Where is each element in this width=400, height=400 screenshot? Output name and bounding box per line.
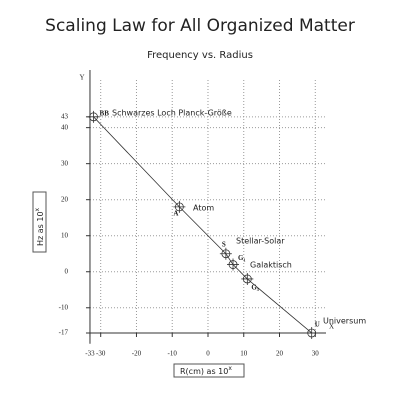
annotation: Galaktisch <box>250 261 292 270</box>
y-tick-label: -17 <box>59 329 69 337</box>
point-cross <box>227 258 240 271</box>
x-tick-label: -10 <box>168 350 178 358</box>
x-label-box <box>173 363 245 378</box>
x-tick-label: 20 <box>276 350 284 358</box>
point-cross <box>173 200 186 213</box>
y-tick-label: 20 <box>61 195 69 203</box>
x-label-text: R(cm) as 10 <box>180 367 228 376</box>
point-label: G₃ <box>251 284 259 292</box>
point-label: S <box>222 240 226 248</box>
y-label-box <box>32 191 47 253</box>
x-label-exp: x <box>228 365 232 372</box>
y-label: Hz as 10x <box>34 207 45 246</box>
annotation: Stellar-Solar <box>236 237 285 246</box>
point-cross <box>305 326 318 339</box>
y-tick-label: 40 <box>61 123 69 131</box>
x-tick-label: 10 <box>240 350 248 358</box>
x-tick-label: -30 <box>96 350 106 358</box>
x-label: R(cm) as 10x <box>180 365 232 376</box>
chart-subtitle: Frequency vs. Radius <box>147 50 253 61</box>
x-tick-label: -33 <box>85 350 95 358</box>
x-tick-label: 0 <box>206 350 210 358</box>
point-label: A <box>173 210 178 218</box>
x-axis-label: R(cm) as 10x <box>173 363 245 378</box>
x-axis-name: X <box>329 323 334 331</box>
point-cross <box>87 110 100 123</box>
annotation: Schwarzes Loch Planck-Größe <box>112 109 232 118</box>
point-label: U <box>315 321 320 329</box>
point-cross <box>241 272 254 285</box>
y-tick-label: -10 <box>59 303 69 311</box>
series-line <box>93 116 312 334</box>
x-tick-label: 30 <box>312 350 320 358</box>
point-cross <box>219 247 232 260</box>
y-axis-label: Hz as 10x <box>32 191 47 253</box>
y-label-exp: x <box>34 207 41 211</box>
y-tick-label: 10 <box>61 231 69 239</box>
y-axis-name: Y <box>79 74 84 82</box>
y-tick-label: 0 <box>65 267 69 275</box>
y-label-text: Hz as 10 <box>36 211 45 246</box>
point-label: G₁ <box>238 254 246 262</box>
y-tick-label: 43 <box>61 112 69 120</box>
point-label: BB <box>100 109 110 117</box>
y-tick-label: 30 <box>61 159 69 167</box>
x-tick-label: -20 <box>132 350 142 358</box>
chart-title: Scaling Law for All Organized Matter <box>45 16 355 36</box>
annotation: Atom <box>193 204 214 213</box>
annotation: Universum <box>323 317 366 326</box>
